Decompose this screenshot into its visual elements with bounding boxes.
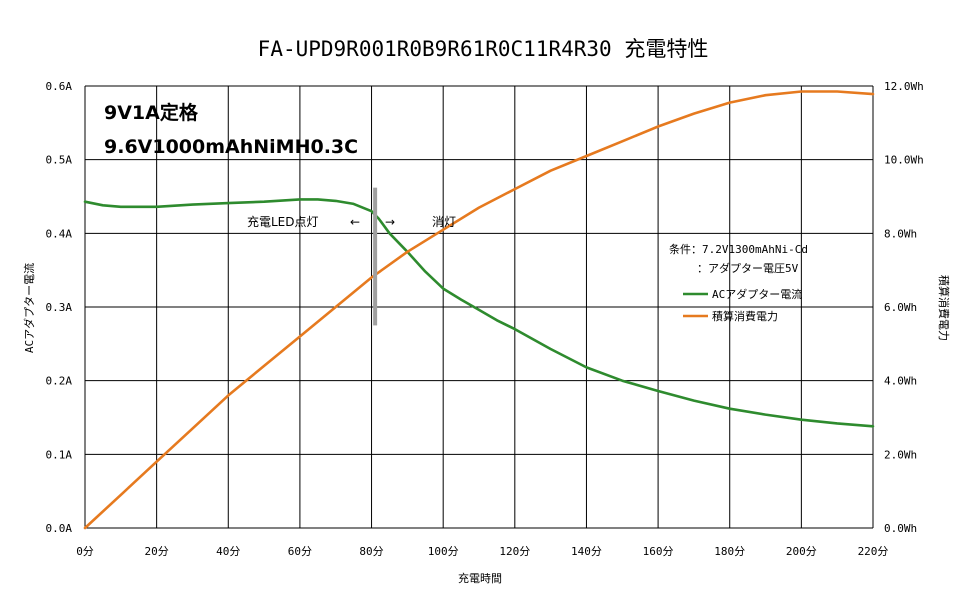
y-left-tick-label: 0.4A [46,227,73,240]
x-axis-ticks: 0分 20分 40分 60分 80分 100分 120分 140分 160分 180分 200分 22… [76,545,888,558]
y-right-axis-ticks: 0.0Wh 2.0Wh 4.0Wh 6.0Wh 8.0Wh 10.0Wh 12.0Wh [884,80,924,535]
x-tick-label: 140分 [571,545,602,558]
y-left-tick-label: 0.1A [46,448,73,461]
y-right-tick-label: 4.0Wh [884,375,917,388]
x-axis-label: 充電時間 [458,571,502,585]
y-left-tick-label: 0.5A [46,154,73,167]
y-left-axis-label: ACアダプター電流 [22,263,36,353]
y-right-tick-label: 12.0Wh [884,80,924,93]
x-tick-label: 0分 [76,545,94,558]
y-right-tick-label: 0.0Wh [884,522,917,535]
led-transition-marker [373,187,378,326]
spec-line-2: 9.6V1000mAhNiMH0.3C [104,136,358,158]
y-right-tick-label: 8.0Wh [884,227,917,240]
y-left-tick-label: 0.3A [46,301,73,314]
x-tick-label: 60分 [288,545,312,558]
legend-label-ac-current: ACアダプター電流 [712,287,802,301]
led-off-label: 消灯 [432,215,456,229]
left-arrow: ← [350,215,360,229]
x-tick-label: 120分 [499,545,530,558]
y-left-tick-label: 0.2A [46,375,73,388]
legend-label-cumulative-power: 積算消費電力 [712,309,778,323]
right-arrow: → [385,215,395,229]
x-tick-label: 200分 [786,545,817,558]
y-left-tick-label: 0.0A [46,522,73,535]
x-tick-label: 220分 [858,545,889,558]
y-right-axis-label: 積算消費電力 [937,275,951,341]
x-tick-label: 100分 [428,545,459,558]
grid [84,85,874,529]
chart-title: FA-UPD9R001R0B9R61R0C11R4R30 充電特性 [258,37,709,61]
y-left-axis-ticks: 0.0A 0.1A 0.2A 0.3A 0.4A 0.5A 0.6A [46,80,73,535]
x-tick-label: 180分 [714,545,745,558]
series-line-ac-current [83,198,875,428]
condition-line-1: 条件：7.2V1300mAhNi-Cd [669,242,808,256]
y-right-tick-label: 10.0Wh [884,154,924,167]
series-line-cumulative-power [83,90,875,530]
x-tick-label: 80分 [359,545,383,558]
y-left-tick-label: 0.6A [46,80,73,93]
x-tick-label: 20分 [145,545,169,558]
y-right-tick-label: 2.0Wh [884,448,917,461]
y-right-tick-label: 6.0Wh [884,301,917,314]
x-tick-label: 160分 [643,545,674,558]
condition-line-2: ：アダプター電圧5V [697,261,799,275]
series-layer [83,90,875,530]
led-on-label: 充電LED点灯 [247,214,319,229]
x-tick-label: 40分 [216,545,240,558]
spec-line-1: 9V1A定格 [104,101,199,124]
